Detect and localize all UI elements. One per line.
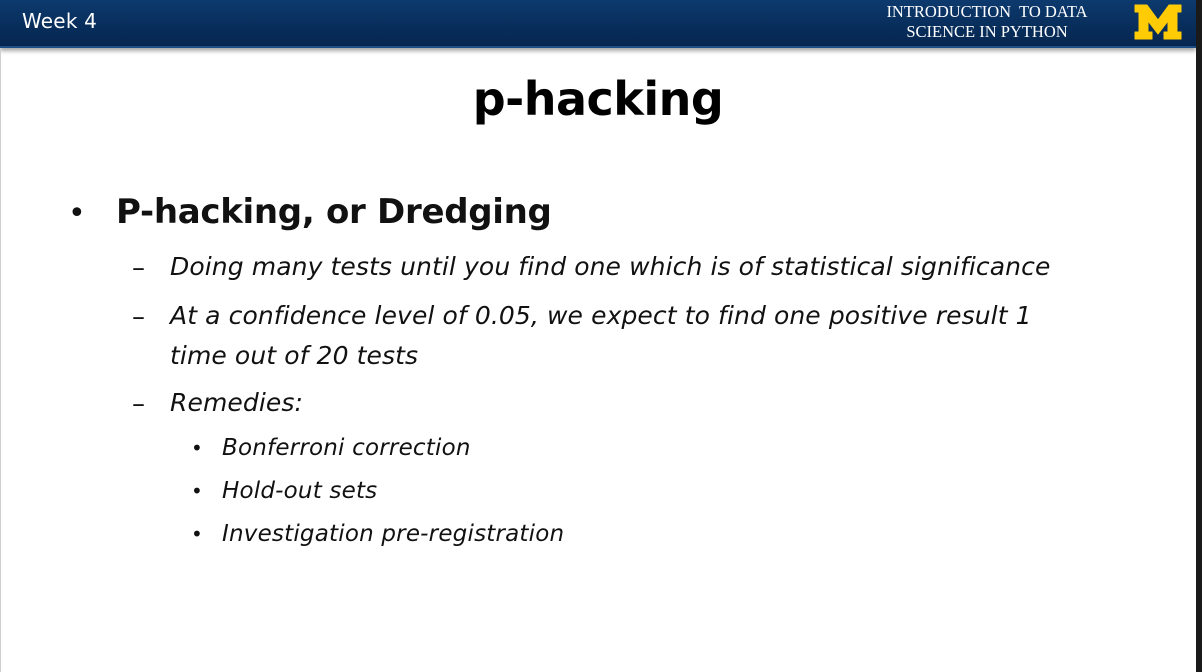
dash-marker: –	[132, 302, 145, 332]
remedy-bonferroni: Bonferroni correction	[222, 435, 471, 461]
bullet-marker: •	[191, 436, 203, 460]
bullet-marker: •	[68, 196, 86, 231]
dash-marker: –	[132, 253, 145, 283]
week-label: Week 4	[22, 9, 98, 33]
remedy-hold-out-sets: Hold-out sets	[222, 478, 378, 504]
course-title-line-1: INTRODUCTION TO DATA	[886, 2, 1088, 21]
course-title: INTRODUCTION TO DATA SCIENCE IN PYTHON	[862, 2, 1112, 42]
course-title-line-2: SCIENCE IN PYTHON	[906, 22, 1068, 41]
sub-item-remedies: Remedies:	[170, 388, 304, 417]
slide-border	[0, 48, 1, 672]
remedy-pre-registration: Investigation pre-registration	[222, 521, 565, 547]
header-bar: Week 4 INTRODUCTION TO DATA SCIENCE IN P…	[0, 0, 1196, 48]
slide-title: p-hacking	[472, 72, 724, 126]
dash-marker: –	[132, 389, 145, 419]
university-logo-icon	[1134, 4, 1182, 40]
bullet-p-hacking: P-hacking, or Dredging	[116, 192, 552, 232]
window-edge	[1196, 0, 1202, 672]
sub-item-confidence-level-line-1: At a confidence level of 0.05, we expect…	[170, 301, 1032, 330]
sub-item-confidence-level-line-2: time out of 20 tests	[170, 341, 419, 370]
sub-item-many-tests: Doing many tests until you find one whic…	[170, 252, 1051, 281]
bullet-marker: •	[191, 522, 203, 546]
bullet-marker: •	[191, 479, 203, 503]
